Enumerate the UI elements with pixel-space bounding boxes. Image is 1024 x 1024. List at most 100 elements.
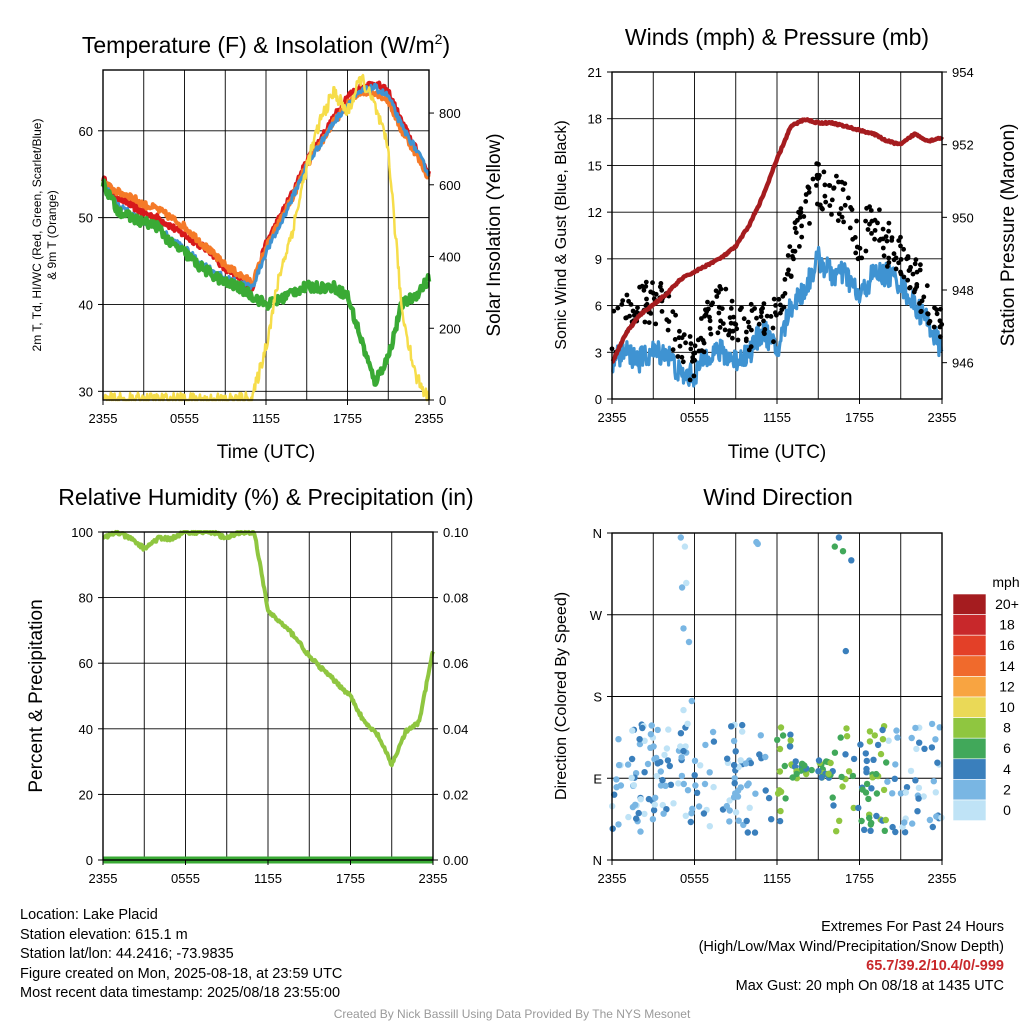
gust-point [643,279,649,285]
gust-point [884,238,890,244]
direction-point [737,757,744,764]
direction-point [881,827,888,834]
gust-point [756,321,762,327]
direction-point [863,780,871,788]
gust-point [926,320,932,326]
gust-point [797,214,803,220]
direction-point [650,807,658,814]
gust-point [650,280,655,286]
direction-point [934,759,941,766]
gust-point [786,267,791,273]
x-tick-label: 1155 [254,871,282,886]
gust-point [918,309,924,315]
gust-point [805,184,811,190]
direction-point [855,804,862,812]
direction-point [653,754,660,762]
direction-point [680,625,687,632]
direction-point [723,802,730,810]
gust-point [670,347,676,353]
direction-point [825,770,832,777]
direction-point [842,751,849,758]
direction-point [831,749,839,756]
gust-point [790,248,796,254]
humidity-panel: Relative Humidity (%) & Precipitation (i… [26,484,474,886]
winds-y-ticks: 0 3 6 9 12 15 18 21 [588,65,612,407]
direction-point [728,723,735,730]
gust-point [723,286,729,292]
gust-point [877,238,882,243]
y-tick-label: 20 [79,787,93,802]
gust-point [910,271,916,277]
direction-point [916,739,923,746]
gust-point [885,264,890,269]
y-tick-label: 15 [588,158,602,173]
x-tick-label: 1755 [333,411,362,426]
direction-point [615,761,623,769]
legend-label: 20+ [995,596,1019,612]
y-tick-label: 9 [595,252,602,267]
gust-point [839,214,845,220]
legend-label: 14 [999,658,1015,674]
direction-point [684,787,692,794]
gust-point [754,315,759,321]
direction-point [681,543,689,550]
gust-point [643,284,649,289]
gust-point [768,314,774,319]
direction-point [837,734,844,741]
gust-point [644,296,649,302]
gust-point [713,288,719,294]
direction-point [734,787,742,794]
gust-point [865,227,871,232]
direction-point [798,760,806,767]
gust-point [917,267,923,273]
direction-point [776,745,784,753]
gust-point [758,314,764,319]
direction-point [613,784,620,791]
gust-point [653,321,659,327]
gust-point [814,172,820,178]
direction-point [680,747,687,755]
gust-point [803,192,809,197]
legend-label: 0 [1003,802,1011,818]
direction-point [921,745,928,752]
y2-tick-label: 800 [439,106,461,121]
gust-point [791,256,796,262]
direction-point [880,786,888,794]
y2-tick-label: 0.10 [443,525,468,540]
legend-label: 10 [999,699,1015,715]
gust-point [708,331,714,337]
gust-point [815,201,820,207]
direction-point [768,816,775,823]
gust-point [881,253,887,259]
gust-point [679,354,685,360]
winds-x-ticks: 2355 0555 1155 1755 2355 [598,399,956,425]
temperature-chart-title: Temperature (F) & Insolation (W/m2) [82,31,450,58]
direction-point [629,727,636,734]
figure-canvas: Temperature (F) & Insolation (W/m2) 2355… [26,24,1020,886]
legend-swatch [952,737,987,760]
direction-point [659,801,666,809]
gust-point [692,350,698,356]
gust-point [759,307,764,313]
station-info: Location: Lake Placid Station elevation:… [20,906,342,1004]
gust-point [764,313,770,319]
direction-point [654,760,661,767]
gust-point [934,311,940,317]
direction-point [913,745,920,753]
direction-point [654,726,661,734]
gust-point [863,218,868,224]
gust-point [883,234,889,240]
direction-point [647,731,655,738]
direction-point [685,638,693,646]
gust-point [918,262,923,268]
legend-label: 4 [1003,761,1011,777]
x-tick-label: 1155 [763,871,791,886]
gust-point [880,226,886,232]
gust-point [722,327,728,333]
gust-point [869,231,874,236]
direction-point [882,816,889,824]
gust-point [869,218,875,224]
gust-point [907,285,913,290]
direction-point [645,795,653,803]
gust-point [707,326,713,331]
